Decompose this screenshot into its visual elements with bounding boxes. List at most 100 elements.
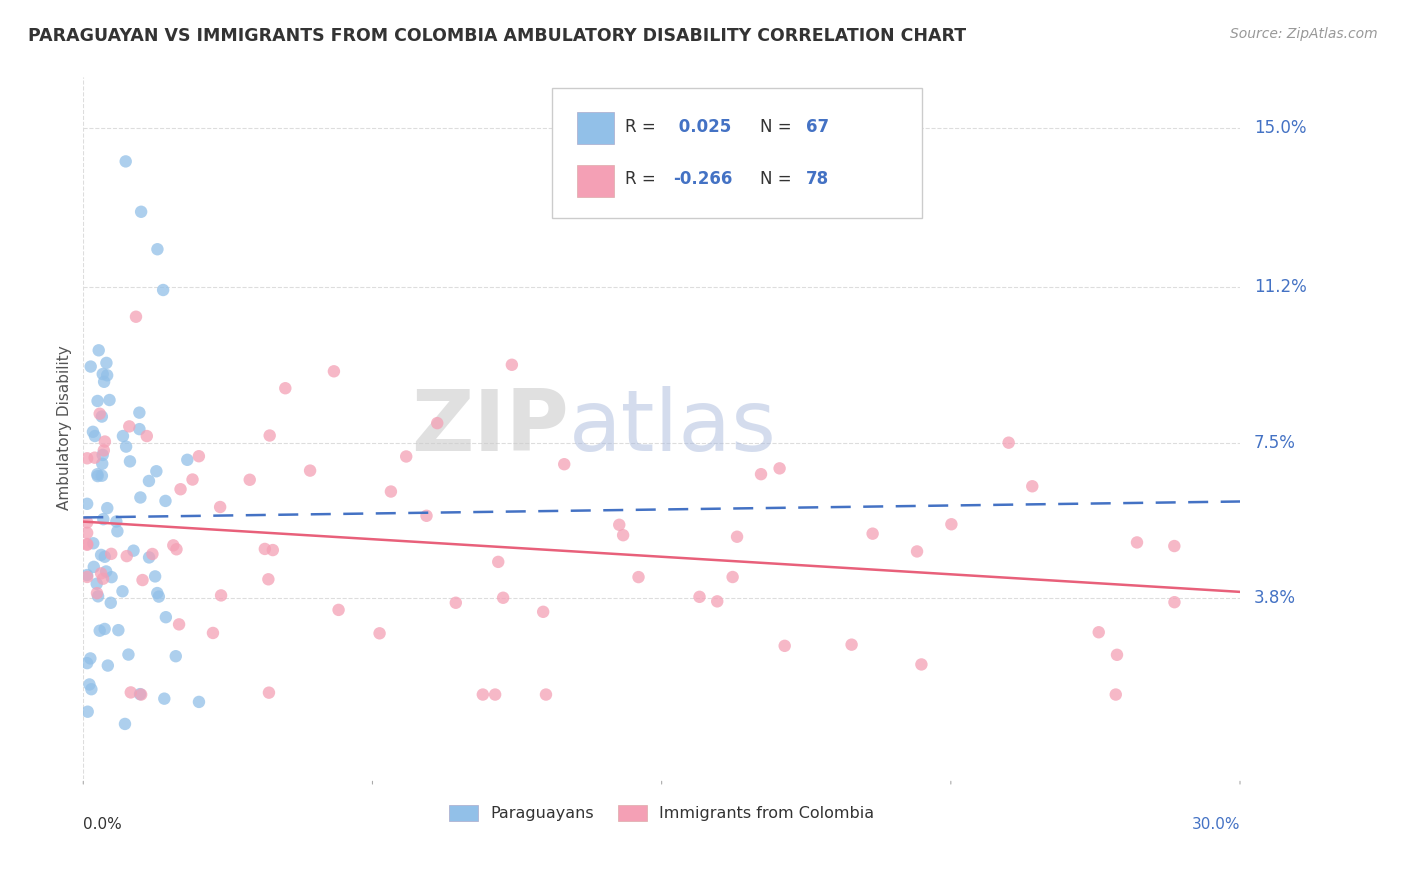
Point	[553, 457, 575, 471]
Text: ZIP: ZIP	[412, 386, 569, 469]
Point	[80, 682, 103, 697]
Point	[76, 568, 98, 582]
Text: R =: R =	[624, 170, 661, 188]
Point	[76, 570, 98, 584]
Point	[138, 474, 160, 488]
Point	[93, 375, 115, 389]
Point	[169, 482, 191, 496]
Point	[131, 573, 153, 587]
Point	[905, 544, 928, 558]
Point	[76, 656, 98, 670]
Point	[76, 451, 98, 466]
Text: 0.025: 0.025	[673, 118, 731, 136]
Point	[209, 500, 232, 514]
Point	[773, 639, 796, 653]
Point	[706, 594, 728, 608]
Text: Source: ZipAtlas.com: Source: ZipAtlas.com	[1230, 27, 1378, 41]
Point	[721, 570, 744, 584]
Point	[257, 572, 280, 586]
Point	[607, 517, 630, 532]
Point	[93, 622, 115, 636]
Point	[426, 416, 449, 430]
Point	[152, 283, 174, 297]
Point	[114, 717, 136, 731]
Point	[531, 605, 554, 619]
Point	[91, 572, 114, 586]
Point	[93, 443, 115, 458]
Point	[90, 409, 112, 424]
Point	[79, 677, 101, 691]
Point	[492, 591, 515, 605]
FancyBboxPatch shape	[578, 112, 614, 144]
Point	[380, 484, 402, 499]
Point	[1163, 539, 1185, 553]
Point	[141, 547, 163, 561]
Point	[117, 648, 139, 662]
Text: 15.0%: 15.0%	[1254, 119, 1306, 136]
Point	[143, 569, 166, 583]
Point	[91, 367, 114, 381]
Point	[612, 528, 634, 542]
Text: 7.5%: 7.5%	[1254, 434, 1296, 451]
Point	[122, 543, 145, 558]
Point	[166, 542, 188, 557]
Point	[91, 457, 114, 471]
Text: -0.266: -0.266	[673, 170, 733, 188]
Point	[444, 596, 467, 610]
Point	[91, 448, 114, 462]
Point	[145, 464, 167, 478]
Point	[90, 468, 112, 483]
Point	[486, 555, 509, 569]
Text: N =: N =	[761, 170, 797, 188]
Point	[82, 536, 104, 550]
Point	[129, 204, 152, 219]
FancyBboxPatch shape	[551, 88, 922, 218]
Text: 3.8%: 3.8%	[1254, 589, 1296, 607]
Point	[79, 651, 101, 665]
Point	[146, 586, 169, 600]
Point	[86, 576, 108, 591]
Point	[129, 688, 152, 702]
Text: 30.0%: 30.0%	[1191, 817, 1240, 832]
Point	[87, 343, 110, 358]
Point	[96, 356, 118, 370]
Point	[155, 494, 177, 508]
Point	[89, 624, 111, 638]
Point	[105, 524, 128, 539]
Point	[115, 549, 138, 563]
Point	[83, 559, 105, 574]
Point	[274, 381, 297, 395]
Point	[94, 565, 117, 579]
Point	[76, 538, 98, 552]
Point	[129, 491, 152, 505]
Point	[87, 590, 110, 604]
Point	[725, 530, 748, 544]
Point	[76, 537, 98, 551]
Point	[82, 425, 104, 439]
Point	[259, 428, 281, 442]
Point	[239, 473, 262, 487]
Point	[395, 450, 418, 464]
Point	[97, 658, 120, 673]
Point	[997, 435, 1019, 450]
Point	[96, 501, 118, 516]
Text: 0.0%: 0.0%	[83, 817, 122, 832]
Point	[1021, 479, 1043, 493]
Point	[841, 638, 863, 652]
Point	[167, 617, 190, 632]
Point	[91, 512, 114, 526]
Point	[98, 392, 121, 407]
Point	[105, 515, 128, 529]
Point	[76, 525, 98, 540]
Point	[768, 461, 790, 475]
Point	[129, 687, 152, 701]
Point	[76, 516, 98, 530]
Point	[76, 497, 98, 511]
Point	[1163, 595, 1185, 609]
Point	[201, 626, 224, 640]
Point	[262, 543, 284, 558]
Point	[1105, 648, 1128, 662]
FancyBboxPatch shape	[578, 165, 614, 196]
Point	[100, 570, 122, 584]
Point	[1105, 688, 1128, 702]
